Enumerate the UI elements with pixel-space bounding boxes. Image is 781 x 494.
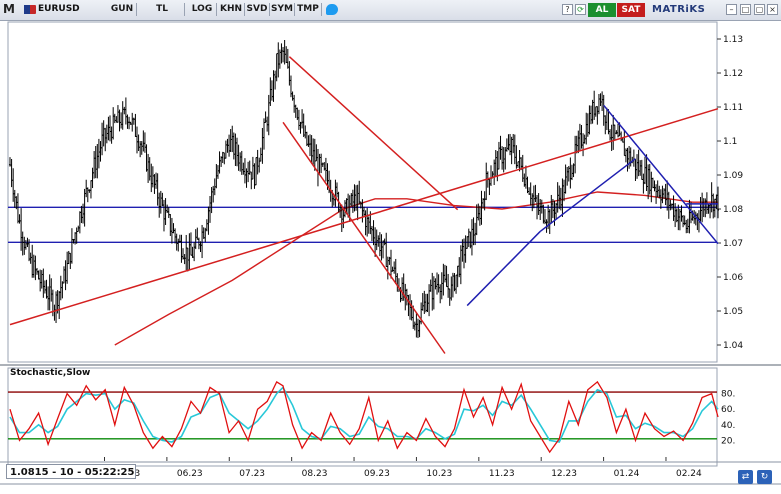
trendline — [288, 56, 459, 211]
log-scale-button[interactable]: LOG — [188, 3, 217, 16]
twitter-icon[interactable] — [326, 4, 338, 15]
x-tick-label: 10.23 — [426, 469, 452, 479]
khn-button[interactable]: KHN — [218, 3, 245, 16]
price-y-tick-label: 1.05 — [723, 307, 743, 317]
app-logo: M — [3, 2, 15, 16]
stoch-y-tick-label: 80. — [721, 390, 735, 400]
x-tick-label: 01.24 — [614, 469, 640, 479]
x-tick-label: 08.23 — [302, 469, 328, 479]
price-y-tick-label: 1.1 — [723, 137, 737, 147]
svd-button[interactable]: SVD — [245, 3, 270, 16]
sym-button[interactable]: SYM — [270, 3, 295, 16]
trendline — [539, 158, 636, 233]
currency-tl-button[interactable]: TL — [140, 3, 185, 16]
x-tick-label: 02.24 — [676, 469, 702, 479]
close-icon[interactable]: × — [767, 4, 778, 15]
price-y-tick-label: 1.11 — [723, 103, 743, 113]
brand-logo: MATRiKS — [652, 4, 706, 15]
refresh-icon[interactable]: ⟳ — [575, 4, 586, 15]
moving-average-line — [114, 191, 718, 346]
stoch-y-tick-label: 20. — [721, 436, 735, 446]
price-panel — [7, 21, 718, 363]
price-readout: 1.0815 - 10 - 05:22:25 — [6, 464, 136, 479]
x-tick-label: 09.23 — [364, 469, 390, 479]
stoch-k-line — [9, 380, 719, 454]
x-tick-label: 11.23 — [489, 469, 515, 479]
price-y-tick-label: 1.07 — [723, 239, 743, 249]
price-y-tick-label: 1.12 — [723, 69, 743, 79]
sell-button[interactable]: SAT — [617, 3, 645, 17]
price-y-tick-label: 1.08 — [723, 205, 743, 215]
x-tick-label: 12.23 — [551, 469, 577, 479]
x-tick-label: 07.23 — [239, 469, 265, 479]
price-y-tick-label: 1.13 — [723, 35, 743, 45]
price-y-tick-label: 1.09 — [723, 171, 743, 181]
trendline — [9, 107, 719, 326]
scroll-icon[interactable]: ↻ — [757, 470, 772, 484]
restore-icon[interactable]: □ — [740, 4, 751, 15]
stoch-y-tick-label: 60. — [721, 405, 735, 415]
toolbar: M EURUSD GUN TL LOG KHN SVD SYM TMP ? ⟳ … — [0, 0, 781, 21]
eu-flag-icon — [24, 5, 36, 14]
help-icon[interactable]: ? — [562, 4, 573, 15]
maximize-icon[interactable]: ▢ — [754, 4, 765, 15]
x-tick-label: 06.23 — [177, 469, 203, 479]
stochastic-title: Stochastic,Slow — [10, 368, 91, 378]
trendline — [466, 230, 541, 307]
minimize-icon[interactable]: – — [726, 4, 737, 15]
trendline — [603, 104, 719, 245]
price-y-tick-label: 1.06 — [723, 273, 743, 283]
tmp-button[interactable]: TMP — [295, 3, 322, 16]
period-day-button[interactable]: GUN — [108, 3, 137, 16]
symbol-label[interactable]: EURUSD — [38, 4, 80, 14]
stoch-d-line — [9, 386, 719, 443]
price-y-tick-label: 1.04 — [723, 341, 743, 351]
buy-button[interactable]: AL — [588, 3, 616, 17]
sync-icon[interactable]: ⇄ — [738, 470, 753, 484]
trendline — [282, 121, 446, 354]
stoch-y-tick-label: 40. — [721, 421, 735, 431]
